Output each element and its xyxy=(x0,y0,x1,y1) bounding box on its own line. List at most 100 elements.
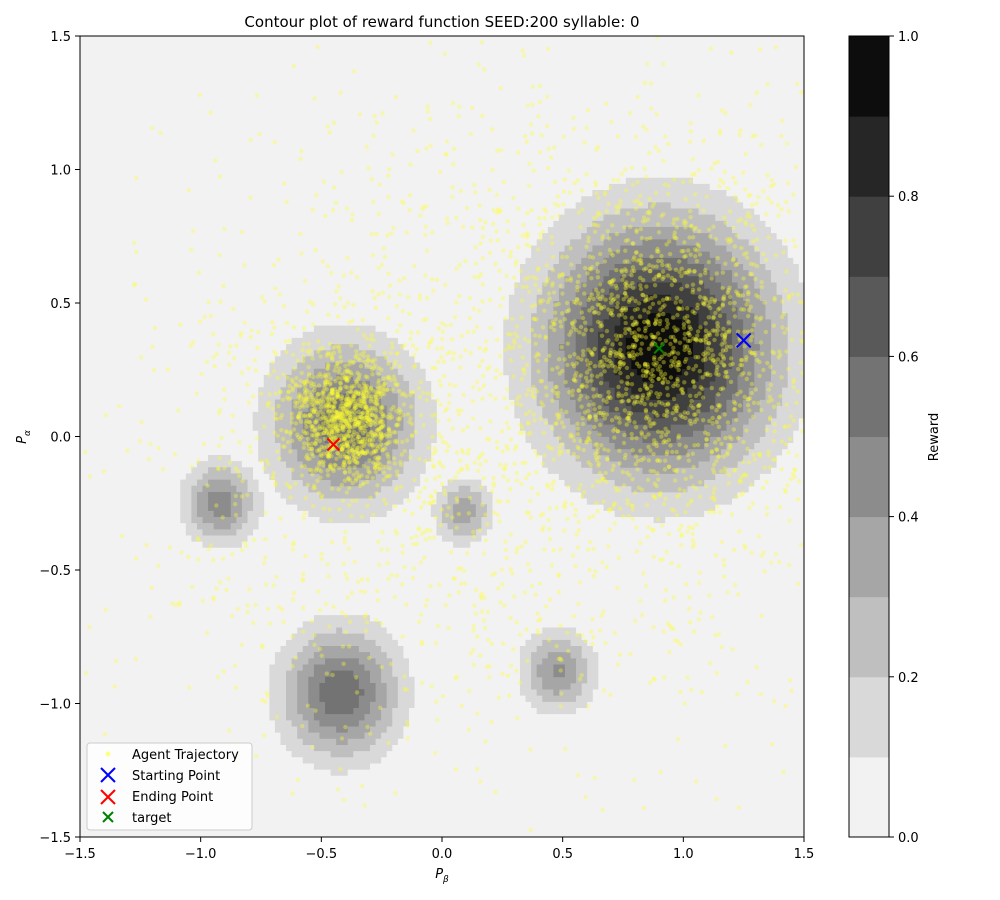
trajectory-point xyxy=(324,430,329,435)
trajectory-point xyxy=(566,307,572,313)
trajectory-point xyxy=(765,360,770,366)
trajectory-point xyxy=(485,522,490,527)
trajectory-point xyxy=(751,452,756,457)
trajectory-point xyxy=(606,448,611,453)
trajectory-point xyxy=(658,493,663,498)
trajectory-point xyxy=(366,417,372,422)
trajectory-point xyxy=(597,302,602,308)
trajectory-point xyxy=(433,515,438,520)
trajectory-point xyxy=(303,413,308,418)
trajectory-point xyxy=(309,451,315,457)
trajectory-point xyxy=(325,426,330,431)
trajectory-point xyxy=(626,299,632,304)
trajectory-point xyxy=(618,341,623,346)
trajectory-point xyxy=(338,437,344,443)
trajectory-point xyxy=(527,244,532,249)
trajectory-point xyxy=(304,418,309,423)
trajectory-point xyxy=(719,539,725,545)
trajectory-point xyxy=(586,297,591,303)
trajectory-point xyxy=(575,444,580,450)
trajectory-point xyxy=(756,534,762,539)
trajectory-point xyxy=(479,596,484,601)
trajectory-point xyxy=(355,377,360,382)
trajectory-point xyxy=(771,350,777,356)
trajectory-point xyxy=(633,462,638,467)
trajectory-point xyxy=(641,215,647,220)
trajectory-point xyxy=(370,437,376,442)
trajectory-point xyxy=(623,327,628,332)
trajectory-point xyxy=(365,503,370,509)
trajectory-point xyxy=(248,449,253,454)
trajectory-point xyxy=(376,380,381,386)
trajectory-point xyxy=(436,359,441,364)
trajectory-point xyxy=(170,601,175,606)
trajectory-point xyxy=(285,440,291,445)
trajectory-point xyxy=(613,415,619,420)
trajectory-point xyxy=(376,539,381,544)
trajectory-point xyxy=(573,507,578,512)
trajectory-point xyxy=(393,528,398,534)
trajectory-point xyxy=(480,358,485,364)
trajectory-point xyxy=(719,644,724,650)
trajectory-point xyxy=(422,485,427,490)
trajectory-point xyxy=(587,567,592,572)
trajectory-point xyxy=(329,391,334,396)
trajectory-point xyxy=(386,576,391,582)
trajectory-point xyxy=(616,366,622,371)
trajectory-point xyxy=(298,378,303,384)
trajectory-point xyxy=(267,373,272,378)
trajectory-point xyxy=(327,624,332,629)
trajectory-point xyxy=(302,387,307,392)
trajectory-point xyxy=(647,151,652,156)
trajectory-point xyxy=(617,488,622,493)
trajectory-point xyxy=(264,690,269,695)
trajectory-point xyxy=(503,316,508,321)
trajectory-point xyxy=(359,404,365,409)
trajectory-point xyxy=(677,306,682,312)
trajectory-point xyxy=(781,769,786,775)
trajectory-point xyxy=(525,421,531,426)
trajectory-point xyxy=(291,427,297,432)
trajectory-point xyxy=(635,467,640,472)
trajectory-point xyxy=(748,214,753,220)
trajectory-point xyxy=(354,447,359,453)
trajectory-point xyxy=(263,582,269,587)
trajectory-point xyxy=(520,355,525,360)
trajectory-point xyxy=(680,386,685,392)
trajectory-point xyxy=(709,296,714,301)
trajectory-point xyxy=(309,468,314,473)
trajectory-point xyxy=(722,574,727,579)
trajectory-point xyxy=(661,275,666,280)
trajectory-point xyxy=(587,415,592,420)
trajectory-point xyxy=(704,298,709,303)
trajectory-point xyxy=(353,449,358,455)
trajectory-point xyxy=(360,439,365,445)
trajectory-point xyxy=(657,492,662,497)
trajectory-point xyxy=(355,460,360,465)
trajectory-point xyxy=(344,432,349,437)
trajectory-point xyxy=(622,267,628,272)
trajectory-point xyxy=(328,466,334,471)
trajectory-point xyxy=(421,423,426,428)
trajectory-point xyxy=(782,487,788,493)
trajectory-point xyxy=(787,562,792,568)
trajectory-point xyxy=(344,420,349,425)
trajectory-point xyxy=(501,248,506,253)
trajectory-point xyxy=(549,563,555,568)
trajectory-point xyxy=(596,461,601,466)
trajectory-point xyxy=(655,471,660,476)
trajectory-point xyxy=(381,384,386,389)
trajectory-point xyxy=(530,131,535,136)
trajectory-point xyxy=(328,462,333,468)
trajectory-point xyxy=(749,390,754,396)
trajectory-point xyxy=(473,245,478,250)
trajectory-point xyxy=(660,262,665,268)
trajectory-point xyxy=(354,690,360,695)
trajectory-point xyxy=(556,416,561,421)
trajectory-point xyxy=(787,293,792,298)
trajectory-point xyxy=(329,418,335,423)
trajectory-point xyxy=(643,325,648,331)
trajectory-point xyxy=(674,295,679,300)
trajectory-point xyxy=(499,429,505,434)
trajectory-point xyxy=(379,547,384,552)
